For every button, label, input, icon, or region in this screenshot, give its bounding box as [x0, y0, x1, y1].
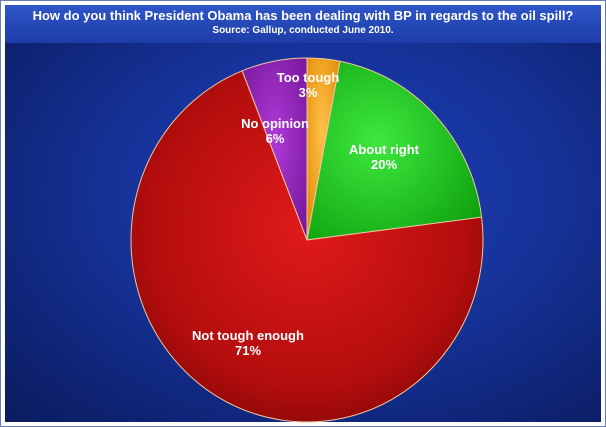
pie-slice-about-right	[306, 60, 483, 241]
chart-subtitle: Source: Gallup, conducted June 2010.	[212, 25, 394, 36]
slice-label: Too tough	[277, 70, 340, 85]
slice-label: About right	[349, 142, 420, 157]
slice-label: No opinion	[241, 116, 309, 131]
slice-value-label: 71%	[235, 343, 261, 358]
pie-slice-not-tough-enough	[130, 70, 484, 423]
slice-label: Not tough enough	[192, 328, 304, 343]
chart-title: How do you think President Obama has bee…	[32, 8, 574, 23]
slice-value-label: 3%	[299, 85, 318, 100]
pie-slice-no-opinion	[241, 57, 308, 241]
chart-header: How do you think President Obama has bee…	[5, 5, 601, 43]
slice-value-label: 20%	[371, 157, 397, 172]
slice-value-label: 6%	[266, 131, 285, 146]
